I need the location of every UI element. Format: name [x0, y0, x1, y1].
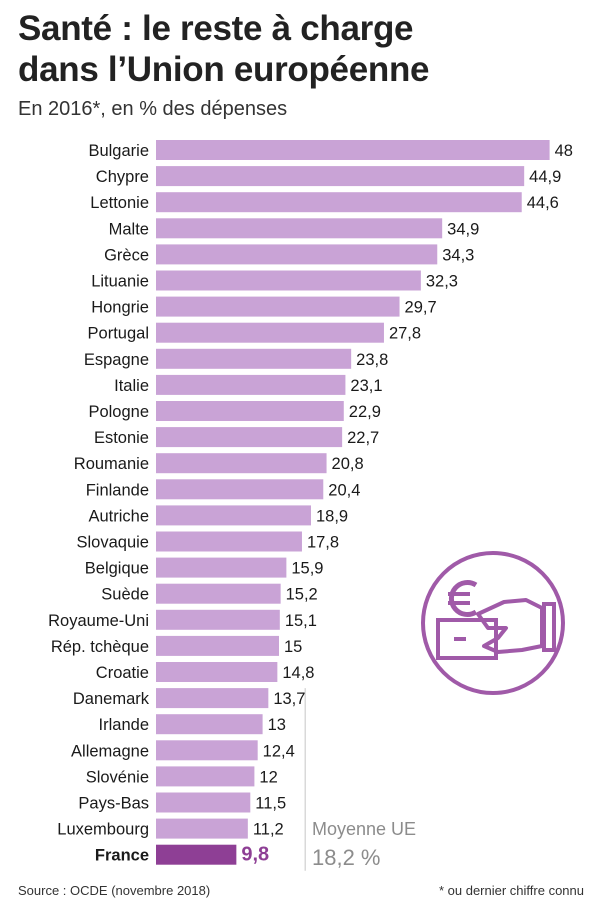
value-label: 44,9	[529, 168, 561, 186]
value-label: 22,7	[347, 429, 379, 447]
value-label: 15,1	[285, 612, 317, 630]
euro-payment-hand-icon	[418, 548, 568, 703]
category-label: Irlande	[99, 716, 149, 734]
category-label: Espagne	[84, 351, 149, 369]
value-label: 27,8	[389, 325, 421, 343]
bar	[156, 583, 281, 604]
bar	[156, 322, 384, 343]
value-label: 29,7	[405, 299, 437, 317]
bar	[156, 140, 550, 160]
category-label: Bulgarie	[88, 142, 149, 160]
bar	[156, 479, 324, 500]
category-label: Rép. tchèque	[51, 638, 149, 656]
bar	[156, 505, 311, 526]
chart-title: Santé : le reste à charge dans l’Union e…	[18, 8, 588, 90]
title-line-1: Santé : le reste à charge	[18, 9, 414, 48]
bar	[156, 374, 346, 395]
bar	[156, 166, 525, 187]
value-label: 23,1	[350, 377, 382, 395]
category-label: Danemark	[73, 690, 150, 708]
title-line-2: dans l’Union européenne	[18, 50, 430, 89]
bar	[156, 714, 263, 735]
category-label: Suède	[101, 586, 149, 604]
bar	[156, 218, 443, 239]
bar	[156, 688, 269, 709]
value-label: 17,8	[307, 534, 339, 552]
category-label: Italie	[114, 377, 149, 395]
value-label: 11,2	[253, 821, 284, 839]
value-label: 15,2	[286, 586, 318, 604]
category-label: Finlande	[86, 481, 149, 499]
category-label: Lettonie	[90, 194, 149, 212]
bar	[156, 844, 237, 865]
category-label: Slovénie	[86, 768, 149, 786]
category-label: Portugal	[88, 325, 149, 343]
average-value: 18,2 %	[312, 845, 381, 870]
value-label: 23,8	[356, 351, 388, 369]
bar	[156, 740, 258, 761]
category-label: Royaume-Uni	[48, 612, 149, 630]
category-label: France	[95, 847, 149, 865]
category-label: Lituanie	[91, 273, 149, 291]
footnote: * ou dernier chiffre connu	[438, 883, 584, 898]
value-label: 15,9	[291, 560, 323, 578]
bar	[156, 792, 251, 813]
value-label: 13,7	[273, 690, 305, 708]
category-label: Pays-Bas	[78, 795, 149, 813]
category-label: Roumanie	[74, 455, 149, 473]
value-label: 15	[284, 638, 302, 656]
value-label: 18,9	[316, 507, 348, 525]
category-label: Malte	[109, 220, 149, 238]
source-note: Source : OCDE (novembre 2018)	[18, 883, 211, 898]
bar	[156, 453, 327, 474]
average-label: Moyenne UE	[312, 819, 417, 839]
category-label: Autriche	[88, 507, 149, 525]
category-label: Croatie	[96, 664, 149, 682]
category-label: Grèce	[104, 246, 149, 264]
bar	[156, 635, 279, 656]
value-label: 12,4	[263, 742, 295, 760]
bar	[156, 296, 400, 317]
value-label: 32,3	[426, 273, 458, 291]
chart-subtitle: En 2016*, en % des dépenses	[18, 98, 288, 120]
bar	[156, 818, 248, 839]
value-label: 34,9	[447, 220, 479, 238]
category-label: Chypre	[96, 168, 149, 186]
category-label: Pologne	[88, 403, 149, 421]
bar	[156, 662, 278, 682]
value-label: 48	[555, 142, 573, 160]
value-label: 12	[259, 768, 277, 786]
bar	[156, 531, 302, 552]
bar	[156, 401, 344, 421]
bar	[156, 766, 255, 787]
bar	[156, 557, 287, 578]
category-label: Estonie	[94, 429, 149, 447]
bar	[156, 427, 343, 448]
bar	[156, 348, 352, 369]
value-label: 20,8	[332, 455, 364, 473]
bar	[156, 244, 438, 265]
value-label: 22,9	[349, 403, 381, 421]
value-label: 14,8	[282, 664, 314, 682]
category-label: Belgique	[85, 560, 149, 578]
bar	[156, 609, 280, 630]
bar	[156, 270, 421, 291]
category-label: Allemagne	[71, 742, 149, 760]
value-label: 44,6	[527, 194, 559, 212]
category-label: Hongrie	[91, 299, 149, 317]
value-label: 34,3	[442, 246, 474, 264]
value-label: 20,4	[328, 481, 360, 499]
bar	[156, 192, 522, 213]
category-label: Luxembourg	[57, 821, 149, 839]
category-label: Slovaquie	[77, 534, 149, 552]
value-label: 11,5	[255, 795, 286, 813]
value-label: 13	[268, 716, 286, 734]
value-label: 9,8	[241, 844, 269, 866]
